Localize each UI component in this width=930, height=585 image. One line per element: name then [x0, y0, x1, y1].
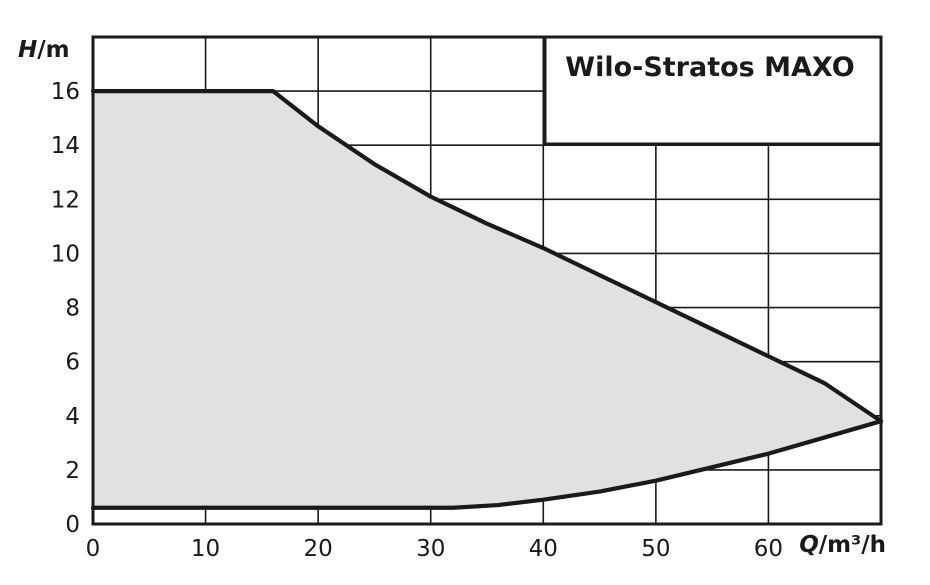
x-tick-label: 60: [754, 536, 783, 562]
x-tick-label: 10: [191, 536, 220, 562]
y-tick-label: 2: [65, 458, 80, 484]
x-tick-label: 20: [304, 536, 333, 562]
y-tick-label: 14: [51, 133, 80, 159]
y-tick-label: 4: [65, 404, 80, 430]
y-tick-label: 12: [51, 187, 80, 213]
x-axis-variable: Q: [799, 532, 819, 558]
y-tick-label: 0: [65, 512, 80, 538]
x-tick-label: 30: [416, 536, 445, 562]
title-box-frame: [543, 35, 883, 146]
curves: [90, 89, 884, 510]
y-tick-label: 6: [65, 350, 80, 376]
x-axis-unit: /m³/h: [819, 532, 886, 558]
x-axis-label: Q/m³/h: [799, 532, 886, 558]
y-axis-variable: H: [18, 37, 37, 63]
x-tick-label: 0: [86, 536, 101, 562]
x-axis-ticks: 0 10 20 30 40 50 60: [86, 536, 783, 562]
x-tick-label: 40: [529, 536, 558, 562]
y-tick-label: 10: [51, 241, 80, 267]
y-tick-label: 8: [65, 296, 80, 322]
x-tick-label: 50: [641, 536, 670, 562]
y-axis-unit: /m: [37, 37, 69, 63]
y-axis-ticks: 0 2 4 6 8 10 12 14 16: [51, 79, 80, 538]
title-box: Wilo-Stratos MAXO: [543, 35, 883, 146]
operating-range-area: [93, 91, 881, 508]
max-curve-line: [90, 89, 884, 424]
plot-frame: [91, 35, 883, 526]
chart-title: Wilo-Stratos MAXO: [565, 52, 854, 83]
y-axis-label: H/m: [18, 37, 70, 63]
y-tick-label: 16: [51, 79, 80, 105]
min-curve-line: [90, 419, 884, 510]
